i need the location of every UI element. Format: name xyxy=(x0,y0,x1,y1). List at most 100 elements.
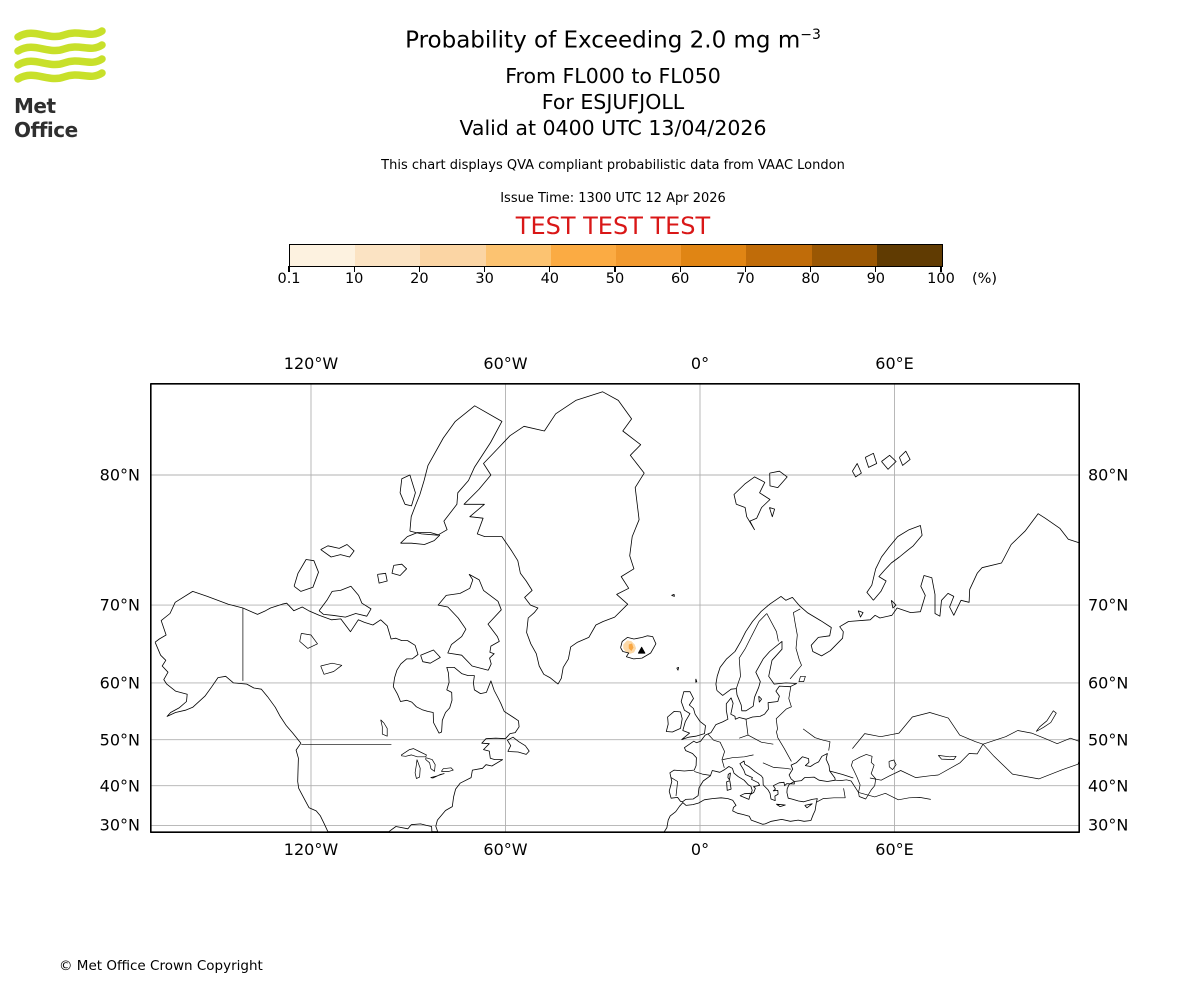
colorbar-segment-0 xyxy=(290,245,356,266)
border-finland-russia xyxy=(789,608,802,680)
colorbar-tick xyxy=(353,266,355,272)
coastline-europe-mediterranean xyxy=(663,641,836,832)
subtitle-valid-time: Valid at 0400 UTC 13/04/2026 xyxy=(459,116,767,140)
colorbar-tick-label: 90 xyxy=(866,271,886,287)
colorbar-tick-label: 0.1 xyxy=(277,271,301,287)
y-tick-label-left: 50°N xyxy=(99,730,140,750)
coastline-nordaustlandet xyxy=(769,470,788,488)
coastline-sicily xyxy=(739,792,751,800)
border-norway-sweden xyxy=(735,613,768,689)
colorbar-tick-label: 60 xyxy=(670,271,690,287)
test-banner: TEST TEST TEST xyxy=(515,212,711,240)
x-tick-label-bottom: 0° xyxy=(690,840,710,859)
colorbar-tick xyxy=(679,266,681,272)
colorbar-tick-label: 50 xyxy=(605,271,625,287)
y-tick-label-right: 40°N xyxy=(1088,776,1129,796)
border-serbia-romania xyxy=(762,762,774,768)
volcano-marker xyxy=(637,646,646,654)
border-kazakhstan-russia xyxy=(852,712,984,749)
coastline-faroe xyxy=(676,667,679,671)
coastline-franz-josef-land-1 xyxy=(852,463,862,478)
colorbar-tick-label: 10 xyxy=(344,271,364,287)
colorbar-tick xyxy=(484,266,486,272)
copyright-notice: © Met Office Crown Copyright xyxy=(59,958,263,974)
coastline-somerset-island xyxy=(391,563,407,576)
lake-lake-michigan xyxy=(414,759,421,779)
met-office-logo: Met Office xyxy=(14,26,124,142)
border-france-spain xyxy=(694,771,711,776)
lake-lake-erie xyxy=(430,773,445,779)
coastline-novaya-zemlya xyxy=(866,525,923,601)
coastline-southampton-island xyxy=(420,649,441,664)
x-tick-label-bottom: 120°W xyxy=(283,840,339,859)
y-tick-label-right: 30°N xyxy=(1088,815,1129,835)
x-tick-label-bottom: 60°W xyxy=(483,840,528,859)
lake-great-bear-lake xyxy=(299,633,318,649)
border-iran-turkmenistan xyxy=(858,792,931,801)
y-tick-label-right: 70°N xyxy=(1088,595,1129,615)
colorbar-segment-5 xyxy=(616,245,682,266)
coastline-devon-island xyxy=(400,532,441,545)
border-turkey-syria-iraq xyxy=(816,788,846,803)
y-tick-label-right: 80°N xyxy=(1088,465,1129,485)
coastline-crete xyxy=(775,803,786,807)
colorbar-tick-label: 30 xyxy=(475,271,494,287)
colorbar-tick-label: 40 xyxy=(540,271,560,287)
y-tick-label-right: 60°N xyxy=(1088,673,1129,693)
qva-note: This chart displays QVA compliant probab… xyxy=(381,158,845,173)
colorbar-tick xyxy=(288,266,290,272)
map-frame xyxy=(150,383,1080,833)
coastline-kolguev xyxy=(857,610,864,618)
subtitle-volcano: For ESJUFJOLL xyxy=(541,90,685,114)
lake-lake-ontario xyxy=(441,767,454,772)
coastline-cyprus xyxy=(804,803,813,809)
coastline-sardinia xyxy=(726,780,732,791)
border-russia-ukraine xyxy=(802,728,831,751)
colorbar-segment-8 xyxy=(811,245,877,266)
coastline-ireland xyxy=(665,711,683,733)
colorbar-tick xyxy=(418,266,421,272)
colorbar-segment-4 xyxy=(550,245,617,266)
met-office-logo-text: Met Office xyxy=(14,94,78,142)
border-sweden-finland xyxy=(766,613,779,642)
coastline-franz-josef-land-3 xyxy=(881,454,897,470)
y-tick-label-left: 30°N xyxy=(99,815,140,835)
border-france-east xyxy=(707,733,725,768)
colorbar-tick xyxy=(614,266,616,272)
met-office-waves-icon xyxy=(14,27,106,83)
coastline-vaygach xyxy=(890,600,897,609)
y-tick-label-left: 80°N xyxy=(99,465,140,485)
border-germany-poland xyxy=(745,719,749,736)
lake-lake-balkhash xyxy=(938,755,957,760)
colorbar-tick-label: 20 xyxy=(410,271,429,287)
border-kazakhstan-south xyxy=(869,744,984,781)
coastline-shetland xyxy=(695,678,698,683)
map-canvas xyxy=(150,383,1080,833)
coastline-franz-josef-land-4 xyxy=(899,450,911,466)
lake-lake-winnipeg xyxy=(380,719,388,737)
coastline-north-america xyxy=(154,591,520,833)
border-transcaucasus xyxy=(835,779,859,793)
colorbar-unit-label: (%) xyxy=(972,271,998,287)
subtitle-flight-levels: From FL000 to FL050 xyxy=(505,64,721,88)
lake-great-slave-lake xyxy=(320,662,343,675)
colorbar-segment-7 xyxy=(746,245,812,266)
coastline-great-britain xyxy=(680,691,706,741)
colorbar-segment-2 xyxy=(420,245,486,266)
y-tick-label-right: 50°N xyxy=(1088,730,1129,750)
coastline-jan-mayen xyxy=(671,594,675,597)
coastline-edgeoya xyxy=(769,507,775,518)
coastline-victoria-island xyxy=(318,585,372,618)
coastline-greenland xyxy=(463,391,645,685)
lake-lake-superior xyxy=(401,748,427,758)
coastline-baffin-island xyxy=(437,574,502,671)
colorbar xyxy=(289,244,943,267)
coastline-melville-island xyxy=(320,544,355,558)
border-caucasus-north xyxy=(829,770,854,779)
coastline-axel-heiberg-island xyxy=(399,474,416,507)
x-tick-label-top: 120°W xyxy=(283,354,339,373)
x-tick-label-top: 0° xyxy=(690,354,710,373)
colorbar-tick-label: 80 xyxy=(801,271,820,287)
coastline-newfoundland xyxy=(507,736,530,755)
colorbar-segment-6 xyxy=(681,245,747,266)
